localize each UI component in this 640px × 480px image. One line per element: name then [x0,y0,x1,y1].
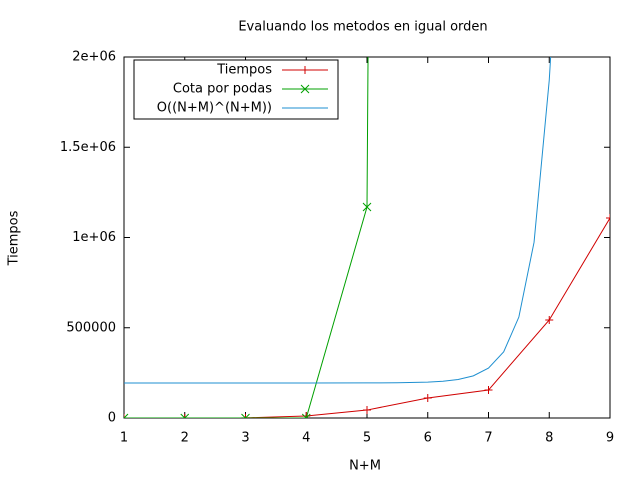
x-tick-label: 1 [120,431,128,446]
data-point [301,413,311,418]
x-tick-label: 4 [302,431,310,446]
data-point [484,386,493,395]
legend-marker [300,84,310,94]
data-point [180,414,189,418]
y-tick-label: 1e+06 [72,230,116,245]
x-axis-label: N+M [349,459,381,474]
data-point [606,214,610,223]
y-tick-label: 2e+06 [72,50,116,65]
x-tick-label: 7 [484,431,492,446]
plot-border [123,56,611,419]
data-point [545,315,554,324]
legend-label: Tiempos [216,63,272,78]
chart-title: Evaluando los metodos en igual orden [238,20,487,35]
data-point [180,413,190,418]
x-tick-label: 5 [363,431,371,446]
plot-area [124,57,610,418]
x-tick-label: 3 [241,431,249,446]
legend-label: O((N+M)^(N+M)) [157,101,272,116]
data-point [362,202,372,212]
x-tick-label: 6 [424,431,432,446]
y-tick-label: 0 [108,411,116,426]
data-point [423,393,432,402]
y-tick-label: 1.5e+06 [60,140,116,155]
y-axis-label: Tiempos [7,210,22,266]
legend-marker [301,66,309,74]
data-point [124,413,129,418]
x-tick-label: 8 [545,431,553,446]
data-point [241,413,250,418]
legend-label: Cota por podas [173,82,272,97]
x-tick-label: 2 [181,431,189,446]
y-tick-label: 500000 [66,320,116,335]
data-point [363,406,371,415]
series-line [124,57,552,384]
x-tick-label: 9 [606,431,614,446]
